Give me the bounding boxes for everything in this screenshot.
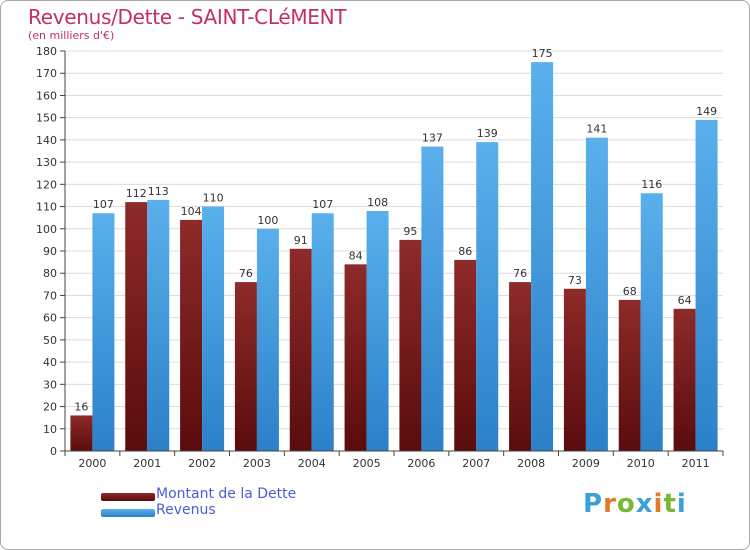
data-label-revenus: 141 xyxy=(586,123,607,136)
x-tick-label: 2006 xyxy=(407,457,435,470)
y-tick-label: 50 xyxy=(43,334,57,347)
x-tick-label: 2001 xyxy=(133,457,161,470)
data-label-debt: 104 xyxy=(181,205,202,218)
bar-debt xyxy=(673,308,696,451)
legend-label-debt: Montant de la Dette xyxy=(156,486,297,502)
data-label-debt: 84 xyxy=(349,249,363,262)
bar-debt xyxy=(180,219,203,451)
x-tick-label: 2010 xyxy=(627,457,655,470)
logo-letter: i xyxy=(676,489,687,519)
bar-debt xyxy=(509,282,532,451)
bar-debt xyxy=(563,288,586,451)
data-label-debt: 76 xyxy=(513,267,527,280)
data-label-revenus: 116 xyxy=(641,178,662,191)
bar-debt xyxy=(399,239,422,451)
bar-debt xyxy=(454,259,477,451)
bar-debt xyxy=(125,202,148,451)
bar-revenus xyxy=(640,193,663,451)
data-label-revenus: 108 xyxy=(367,196,388,209)
logo-letter: x xyxy=(635,489,654,519)
y-tick-label: 180 xyxy=(36,45,57,58)
legend-label-revenus: Revenus xyxy=(156,502,216,518)
data-label-revenus: 107 xyxy=(93,198,114,211)
data-label-revenus: 100 xyxy=(257,214,278,227)
x-tick-label: 2007 xyxy=(462,457,490,470)
y-tick-label: 150 xyxy=(36,112,57,125)
y-tick-label: 20 xyxy=(43,401,57,414)
data-label-debt: 95 xyxy=(403,225,417,238)
data-label-debt: 73 xyxy=(568,274,582,287)
data-label-debt: 86 xyxy=(458,245,472,258)
data-label-revenus: 137 xyxy=(422,132,443,145)
logo-letter: P xyxy=(583,489,604,519)
y-tick-label: 30 xyxy=(43,378,57,391)
bar-revenus xyxy=(147,199,170,451)
logo-letter: o xyxy=(616,489,636,519)
logo-letter: t xyxy=(663,489,677,519)
bar-debt xyxy=(234,282,257,451)
data-label-debt: 112 xyxy=(126,187,147,200)
chart-subtitle: (en milliers d'€) xyxy=(28,29,115,42)
data-label-debt: 91 xyxy=(294,234,308,247)
x-tick-label: 2002 xyxy=(188,457,216,470)
y-tick-label: 10 xyxy=(43,423,57,436)
bar-revenus xyxy=(202,206,225,451)
bar-revenus xyxy=(366,211,389,451)
data-label-debt: 76 xyxy=(239,267,253,280)
x-tick-label: 2004 xyxy=(298,457,326,470)
x-tick-label: 2005 xyxy=(353,457,381,470)
data-label-revenus: 149 xyxy=(696,105,717,118)
y-tick-label: 160 xyxy=(36,89,57,102)
bar-debt xyxy=(70,415,93,451)
legend-swatch-debt xyxy=(101,493,155,501)
y-tick-label: 60 xyxy=(43,312,57,325)
bar-revenus xyxy=(256,228,279,451)
x-tick-label: 2000 xyxy=(78,457,106,470)
bar-debt xyxy=(344,264,367,451)
y-tick-label: 40 xyxy=(43,356,57,369)
data-label-revenus: 139 xyxy=(477,127,498,140)
logo-letter: i xyxy=(653,489,664,519)
x-tick-label: 2011 xyxy=(682,457,710,470)
y-tick-label: 70 xyxy=(43,289,57,302)
y-tick-label: 90 xyxy=(43,245,57,258)
bar-revenus xyxy=(695,119,718,451)
data-label-debt: 68 xyxy=(623,285,637,298)
data-label-debt: 16 xyxy=(74,400,88,413)
y-tick-label: 120 xyxy=(36,178,57,191)
y-tick-label: 100 xyxy=(36,223,57,236)
x-tick-label: 2008 xyxy=(517,457,545,470)
y-tick-label: 140 xyxy=(36,134,57,147)
bar-revenus xyxy=(421,146,444,452)
data-label-revenus: 113 xyxy=(148,185,169,198)
proxiti-logo: Proxiti xyxy=(583,489,687,519)
y-tick-label: 170 xyxy=(36,67,57,80)
bar-revenus xyxy=(531,62,554,451)
bar-debt xyxy=(618,299,641,451)
bar-revenus xyxy=(311,213,334,451)
data-label-revenus: 175 xyxy=(532,47,553,60)
y-tick-label: 80 xyxy=(43,267,57,280)
data-label-revenus: 107 xyxy=(312,198,333,211)
y-tick-label: 0 xyxy=(50,445,57,458)
y-tick-label: 130 xyxy=(36,156,57,169)
x-tick-label: 2003 xyxy=(243,457,271,470)
bar-revenus xyxy=(585,137,608,451)
logo-letter: r xyxy=(603,489,617,519)
y-tick-label: 110 xyxy=(36,201,57,214)
bar-revenus xyxy=(92,213,115,451)
chart-title: Revenus/Dette - SAINT-CLéMENT xyxy=(28,5,347,29)
data-label-debt: 64 xyxy=(678,294,692,307)
legend-swatch-revenus xyxy=(101,509,155,517)
data-label-revenus: 110 xyxy=(203,192,224,205)
bar-revenus xyxy=(476,142,499,451)
bar-debt xyxy=(289,248,312,451)
x-tick-label: 2009 xyxy=(572,457,600,470)
